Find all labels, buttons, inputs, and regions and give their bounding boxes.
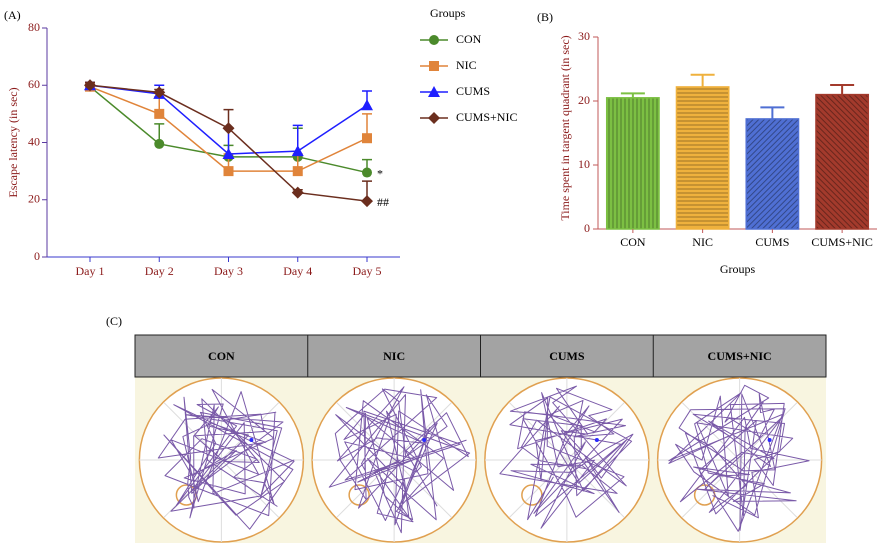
marker <box>293 166 303 176</box>
bar <box>676 87 728 229</box>
y-tick-label: 60 <box>28 77 40 91</box>
track-start <box>422 438 426 442</box>
x-tick-label: Day 5 <box>353 264 382 278</box>
marker <box>154 109 164 119</box>
y-tick-label: 80 <box>28 20 40 34</box>
legend-label: CON <box>456 32 482 46</box>
y-tick-label: 30 <box>578 29 590 43</box>
error-bar <box>691 75 715 87</box>
track-start <box>595 438 599 442</box>
marker <box>361 99 373 110</box>
marker <box>429 61 439 71</box>
x-tick-label: CON <box>620 235 646 249</box>
y-tick-label: 20 <box>578 93 590 107</box>
legend-label: NIC <box>456 58 477 72</box>
marker <box>154 139 164 149</box>
column-header: CUMS+NIC <box>708 349 772 363</box>
legend-label: CUMS <box>456 84 490 98</box>
marker <box>361 195 373 207</box>
y-tick-label: 10 <box>578 157 590 171</box>
x-tick-label: Day 4 <box>283 264 312 278</box>
annotation: ## <box>377 195 389 209</box>
y-tick-label: 0 <box>34 249 40 263</box>
annotation: * <box>377 166 383 180</box>
track-start <box>249 438 253 442</box>
panel-label: (B) <box>537 10 553 24</box>
legend-title: Groups <box>430 6 466 20</box>
x-tick-label: CUMS <box>755 235 789 249</box>
error-bar <box>760 107 784 119</box>
column-header: CUMS <box>549 349 585 363</box>
y-tick-label: 40 <box>28 134 40 148</box>
marker <box>362 168 372 178</box>
x-tick-label: NIC <box>692 235 713 249</box>
y-axis-label: Escape latency (in sec) <box>6 87 20 197</box>
error-bar <box>830 85 854 95</box>
column-header: NIC <box>383 349 405 363</box>
y-axis-label: Time spent in targent quadrant (in sec) <box>558 35 572 220</box>
marker <box>224 166 234 176</box>
x-tick-label: Day 2 <box>145 264 174 278</box>
bar <box>746 119 798 229</box>
marker <box>362 133 372 143</box>
marker <box>428 112 440 124</box>
y-tick-label: 20 <box>28 192 40 206</box>
x-tick-label: Day 3 <box>214 264 243 278</box>
x-tick-label: CUMS+NIC <box>811 235 872 249</box>
panel-label: (A) <box>4 8 21 22</box>
x-tick-label: Day 1 <box>76 264 105 278</box>
track-start <box>768 438 772 442</box>
marker <box>429 35 439 45</box>
y-tick-label: 0 <box>584 221 590 235</box>
column-header: CON <box>208 349 235 363</box>
x-axis-label: Groups <box>720 262 756 276</box>
panel-label: (C) <box>106 314 122 328</box>
figure: (A) Escape latency (in sec) 0 20 40 60 80 Day 1… <box>0 0 887 543</box>
bar <box>816 95 868 229</box>
legend-label: CUMS+NIC <box>456 110 517 124</box>
bar <box>607 98 659 229</box>
